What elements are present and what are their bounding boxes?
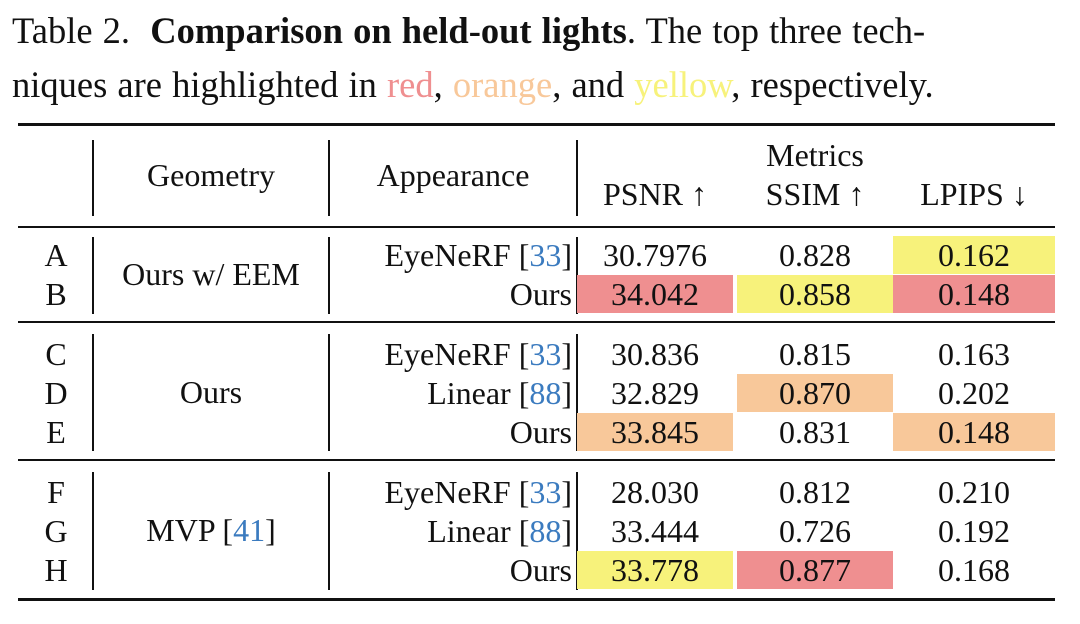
header-lpips: LPIPS ↓	[920, 176, 1028, 212]
col-rule-2	[328, 237, 330, 314]
group-geometry-1: Ours w/ EEM	[122, 256, 300, 292]
psnr-value: 28.030	[611, 474, 699, 510]
caption-red-word: red	[387, 64, 434, 105]
psnr-value: 33.845	[577, 413, 733, 451]
citation-link[interactable]: 88	[529, 513, 562, 549]
group-geometry-3-text: MVP [	[146, 512, 234, 548]
appearance-text: Ours	[509, 552, 572, 588]
row-label: F	[47, 474, 65, 510]
appearance-close: ]	[561, 375, 572, 411]
ssim-value: 0.815	[779, 336, 851, 372]
lpips-value: 0.148	[893, 413, 1055, 451]
col-rule-1	[92, 140, 94, 216]
group-geometry-3-close: ]	[265, 512, 276, 548]
caption-orange-word: orange	[452, 64, 553, 105]
appearance-cell: Ours	[330, 275, 572, 313]
ssim-value: 0.726	[779, 513, 851, 549]
appearance-text: EyeNeRF [	[384, 336, 530, 372]
col-rule-2	[328, 472, 330, 590]
lpips-value: 0.202	[938, 375, 1010, 411]
row-label: B	[45, 276, 67, 312]
lpips-value: 0.168	[938, 552, 1010, 588]
table-bottom-rule	[18, 598, 1055, 601]
row-label: E	[46, 414, 66, 450]
group-geometry-2: Ours	[179, 374, 243, 410]
lpips-value: 0.162	[893, 236, 1055, 274]
lpips-value: 0.148	[893, 275, 1055, 313]
ssim-value: 0.828	[779, 237, 851, 273]
table-top-rule	[18, 123, 1055, 126]
col-rule-2	[328, 334, 330, 451]
appearance-cell: EyeNeRF [33]	[330, 335, 572, 373]
header-appearance: Appearance	[376, 157, 530, 193]
psnr-value: 32.829	[611, 375, 699, 411]
appearance-cell: Ours	[330, 413, 572, 451]
appearance-text: Ours	[509, 276, 572, 312]
citation-link[interactable]: 33	[529, 336, 562, 372]
appearance-text: Linear [	[427, 375, 530, 411]
header-psnr: PSNR ↑	[602, 176, 708, 212]
appearance-close: ]	[561, 513, 572, 549]
caption-label: Table 2.	[12, 10, 131, 51]
caption-comma: ,	[433, 64, 453, 105]
col-rule-2	[328, 140, 330, 216]
caption-title: Comparison on held-out lights	[150, 10, 627, 51]
psnr-value: 30.7976	[603, 237, 707, 273]
header-geometry: Geometry	[147, 157, 275, 193]
row-label: D	[44, 375, 68, 411]
header-ssim: SSIM ↑	[765, 176, 865, 212]
citation-link[interactable]: 41	[233, 512, 266, 548]
appearance-cell: EyeNeRF [33]	[330, 473, 572, 511]
row-label: H	[44, 552, 68, 588]
row-label: A	[44, 237, 68, 273]
header-rule	[18, 226, 1055, 228]
col-rule-3	[576, 140, 578, 216]
appearance-cell: EyeNeRF [33]	[330, 236, 572, 274]
appearance-close: ]	[561, 336, 572, 372]
ssim-value: 0.812	[779, 474, 851, 510]
appearance-cell: Linear [88]	[330, 512, 572, 550]
ssim-value: 0.877	[737, 551, 893, 589]
col-rule-1	[92, 472, 94, 590]
caption-yellow-word: yellow	[634, 64, 732, 105]
lpips-value: 0.192	[938, 513, 1010, 549]
caption-text-2: niques are highlighted in	[12, 64, 388, 105]
ssim-value: 0.858	[737, 275, 893, 313]
appearance-text: EyeNeRF [	[384, 237, 530, 273]
row-label: C	[45, 336, 67, 372]
header-metrics: Metrics	[766, 137, 864, 173]
citation-link[interactable]: 33	[529, 237, 562, 273]
col-rule-1	[92, 334, 94, 451]
appearance-cell: Linear [88]	[330, 374, 572, 412]
appearance-close: ]	[561, 237, 572, 273]
lpips-value: 0.163	[938, 336, 1010, 372]
ssim-value: 0.831	[779, 414, 851, 450]
col-rule-3	[576, 472, 578, 590]
psnr-value: 30.836	[611, 336, 699, 372]
psnr-value: 33.778	[577, 551, 733, 589]
caption-end: , respectively.	[731, 64, 934, 105]
appearance-cell: Ours	[330, 551, 572, 589]
lpips-value: 0.210	[938, 474, 1010, 510]
table-caption: Table 2. Comparison on held-out lights. …	[12, 4, 1068, 112]
row-label: G	[44, 513, 68, 549]
psnr-value: 34.042	[577, 275, 733, 313]
caption-text-1: . The top three tech-	[626, 10, 926, 51]
group-rule-1	[18, 321, 1055, 323]
col-rule-3	[576, 334, 578, 451]
appearance-close: ]	[561, 474, 572, 510]
group-rule-2	[18, 459, 1055, 461]
psnr-value: 33.444	[611, 513, 699, 549]
ssim-value: 0.870	[737, 374, 893, 412]
appearance-text: EyeNeRF [	[384, 474, 530, 510]
appearance-text: Ours	[509, 414, 572, 450]
citation-link[interactable]: 88	[529, 375, 562, 411]
citation-link[interactable]: 33	[529, 474, 562, 510]
group-geometry-3: MVP [41]	[94, 511, 328, 549]
col-rule-1	[92, 237, 94, 314]
appearance-text: Linear [	[427, 513, 530, 549]
caption-and: , and	[552, 64, 635, 105]
